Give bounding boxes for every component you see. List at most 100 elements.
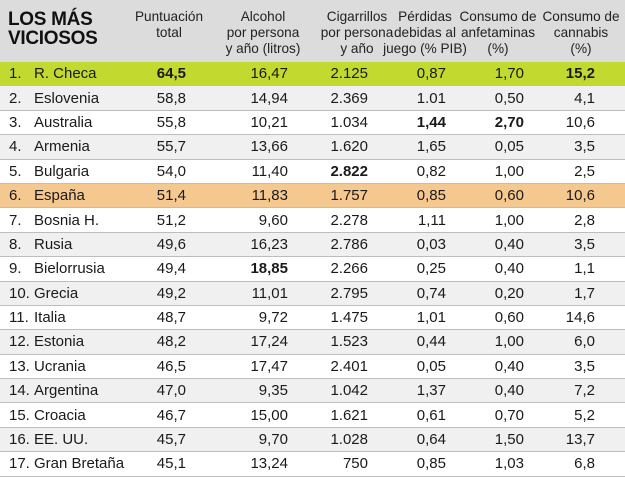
table-row: 8. Rusia 49,6 16,23 2.786 0,03 0,40 3,5: [0, 232, 625, 258]
cell-score: 49,2: [146, 281, 218, 306]
cell-country: Ucrania: [34, 354, 146, 380]
cell-alcohol: 9,72: [218, 305, 306, 331]
table-row: 13. Ucrania 46,5 17,47 2.401 0,05 0,40 3,5: [0, 354, 625, 380]
cell-rank: 1.: [0, 62, 34, 87]
cell-score: 55,7: [146, 134, 218, 160]
cell-amphetamines: 1,00: [484, 329, 564, 355]
cell-cigarettes: 2.369: [306, 85, 398, 111]
table-title: LOS MÁS VICIOSOS: [8, 9, 98, 49]
cell-cannabis: 2,5: [564, 159, 625, 184]
cell-cannabis: 10,6: [564, 110, 625, 136]
cell-alcohol: 15,00: [218, 402, 306, 428]
cell-cannabis: 15,2: [564, 62, 625, 87]
cell-score: 55,8: [146, 110, 218, 136]
cell-cigarettes: 2.822: [306, 159, 398, 184]
cell-cannabis: 3,5: [564, 232, 625, 258]
cell-country: Bosnia H.: [34, 207, 146, 233]
table-row: 17. Gran Bretaña 45,1 13,24 750 0,85 1,03 6,8: [0, 451, 625, 477]
cell-cannabis: 6,0: [564, 329, 625, 355]
cell-cigarettes: 2.401: [306, 354, 398, 380]
cell-amphetamines: 0,20: [484, 281, 564, 306]
cell-alcohol: 14,94: [218, 85, 306, 111]
cell-gambling: 0,74: [398, 281, 484, 306]
cell-score: 49,4: [146, 256, 218, 282]
header-amphetamines: Consumo de anfetaminas (%): [459, 9, 537, 56]
cell-score: 51,4: [146, 183, 218, 209]
cell-alcohol: 17,24: [218, 329, 306, 355]
cell-cannabis: 13,7: [564, 427, 625, 453]
table-row: 9. Bielorrusia 49,4 18,85 2.266 0,25 0,40 1,1: [0, 256, 625, 282]
table-row: 1. R. Checa 64,5 16,47 2.125 0,87 1,70 15,2: [0, 62, 625, 87]
cell-rank: 6.: [0, 183, 34, 209]
cell-score: 46,7: [146, 402, 218, 428]
cell-cannabis: 3,5: [564, 134, 625, 160]
cell-rank: 16.: [0, 427, 34, 453]
cell-alcohol: 9,60: [218, 207, 306, 233]
cell-alcohol: 13,24: [218, 451, 306, 477]
table-header: LOS MÁS VICIOSOS Puntuación total Alcoho…: [0, 0, 625, 62]
table-row: 4. Armenia 55,7 13,66 1.620 1,65 0,05 3,5: [0, 134, 625, 160]
header-gambling: Pérdidas debidas al juego (% PIB): [383, 9, 467, 56]
cell-alcohol: 16,47: [218, 62, 306, 87]
cell-alcohol: 9,35: [218, 378, 306, 404]
table-row: 11. Italia 48,7 9,72 1.475 1,01 0,60 14,6: [0, 305, 625, 331]
cell-amphetamines: 1,03: [484, 451, 564, 477]
cell-cannabis: 4,1: [564, 85, 625, 111]
cell-score: 64,5: [146, 62, 218, 87]
cell-rank: 7.: [0, 207, 34, 233]
cell-alcohol: 9,70: [218, 427, 306, 453]
cell-cannabis: 5,2: [564, 402, 625, 428]
cell-gambling: 0,44: [398, 329, 484, 355]
cell-amphetamines: 1,00: [484, 207, 564, 233]
cell-cannabis: 3,5: [564, 354, 625, 380]
cell-cannabis: 6,8: [564, 451, 625, 477]
cell-amphetamines: 0,40: [484, 378, 564, 404]
table-row: 15. Croacia 46,7 15,00 1.621 0,61 0,70 5,2: [0, 402, 625, 428]
cell-rank: 3.: [0, 110, 34, 136]
table-row: 3. Australia 55,8 10,21 1.034 1,44 2,70 10,6: [0, 110, 625, 136]
cell-score: 48,7: [146, 305, 218, 331]
cell-cannabis: 1,7: [564, 281, 625, 306]
cell-country: Italia: [34, 305, 146, 331]
table-row: 2. Eslovenia 58,8 14,94 2.369 1.01 0,50 4,1: [0, 85, 625, 111]
cell-cigarettes: 750: [306, 451, 398, 477]
cell-rank: 14.: [0, 378, 34, 404]
cell-cannabis: 7,2: [564, 378, 625, 404]
cell-country: Armenia: [34, 134, 146, 160]
data-table: 1. R. Checa 64,5 16,47 2.125 0,87 1,70 15,2 2. Es…: [0, 62, 625, 477]
cell-amphetamines: 0,40: [484, 232, 564, 258]
cell-cigarettes: 1.042: [306, 378, 398, 404]
cell-amphetamines: 1,70: [484, 62, 564, 87]
cell-gambling: 1,37: [398, 378, 484, 404]
cell-amphetamines: 1,00: [484, 159, 564, 184]
cell-country: Argentina: [34, 378, 146, 404]
cell-score: 48,2: [146, 329, 218, 355]
cell-cigarettes: 1.621: [306, 402, 398, 428]
cell-rank: 10.: [0, 281, 34, 306]
cell-score: 49,6: [146, 232, 218, 258]
cell-rank: 17.: [0, 451, 34, 477]
cell-gambling: 1,01: [398, 305, 484, 331]
cell-cannabis: 2,8: [564, 207, 625, 233]
header-score: Puntuación total: [134, 9, 204, 40]
cell-gambling: 0,61: [398, 402, 484, 428]
cell-country: Bielorrusia: [34, 256, 146, 282]
cell-gambling: 0,05: [398, 354, 484, 380]
cell-country: Croacia: [34, 402, 146, 428]
table-row: 5. Bulgaria 54,0 11,40 2.822 0,82 1,00 2,5: [0, 159, 625, 184]
cell-cannabis: 10,6: [564, 183, 625, 209]
table-row: 6. España 51,4 11,83 1.757 0,85 0,60 10,6: [0, 183, 625, 209]
cell-cigarettes: 2.786: [306, 232, 398, 258]
cell-amphetamines: 0,60: [484, 183, 564, 209]
cell-alcohol: 13,66: [218, 134, 306, 160]
table-row: 7. Bosnia H. 51,2 9,60 2.278 1,11 1,00 2,8: [0, 207, 625, 233]
cell-gambling: 0,82: [398, 159, 484, 184]
cell-cannabis: 1,1: [564, 256, 625, 282]
header-cannabis: Consumo de cannabis (%): [542, 9, 620, 56]
cell-alcohol: 18,85: [218, 256, 306, 282]
cell-score: 45,7: [146, 427, 218, 453]
cell-score: 47,0: [146, 378, 218, 404]
cell-country: Australia: [34, 110, 146, 136]
cell-gambling: 0,64: [398, 427, 484, 453]
cell-gambling: 0,03: [398, 232, 484, 258]
